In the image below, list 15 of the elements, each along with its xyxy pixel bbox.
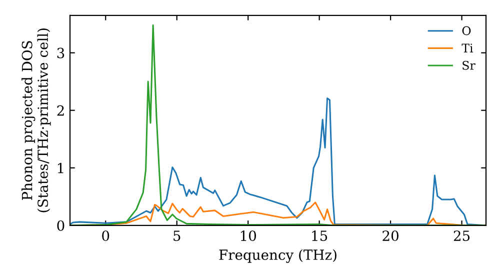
y-tick-label: 1 bbox=[58, 162, 64, 174]
x-tick-label: 15 bbox=[312, 230, 328, 242]
y-tick-label: 2 bbox=[57, 105, 64, 116]
legend-label: O bbox=[462, 26, 471, 36]
x-tick-label: 5 bbox=[174, 230, 180, 242]
x-axis-title: Frequency (THz) bbox=[219, 249, 336, 263]
y-tick-label: 3 bbox=[57, 48, 64, 58]
x-tick-label: 0 bbox=[102, 230, 110, 242]
x-tick-label: 20 bbox=[382, 230, 398, 242]
y-axis-title: Phonon projected DOS (States/THz·primitive cell) bbox=[22, 28, 51, 212]
legend-label: Ti bbox=[462, 44, 474, 52]
x-tick-label: 10 bbox=[240, 230, 256, 242]
x-tick-label: 25 bbox=[454, 230, 470, 242]
y-tick-label: 0 bbox=[57, 220, 64, 231]
legend-label: Sr bbox=[462, 60, 476, 70]
